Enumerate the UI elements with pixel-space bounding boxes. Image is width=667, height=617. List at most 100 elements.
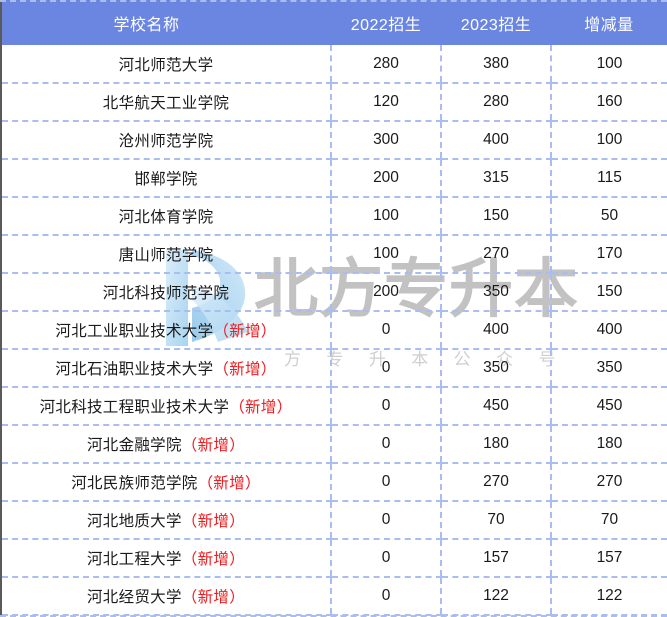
cell-2023-intake: 150	[440, 196, 551, 236]
table-row: 唐山师范学院 100 270 170	[1, 234, 667, 274]
cell-2022-intake: 200	[330, 158, 441, 198]
cell-school-name: 河北民族师范学院（新增）	[1, 462, 331, 502]
cell-2022-intake: 0	[330, 386, 441, 426]
cell-2022-intake: 0	[330, 310, 441, 350]
table-body: 河北师范大学 280 380 100 北华航天工业学院 120 280 160 沧州师范学院 30…	[1, 45, 667, 616]
cell-2022-intake: 120	[330, 82, 441, 122]
cell-2022-intake: 0	[330, 500, 441, 540]
cell-2023-intake: 400	[440, 120, 551, 160]
cell-2023-intake: 350	[440, 272, 551, 312]
table-row: 河北石油职业技术大学（新增） 0 350 350	[1, 348, 667, 388]
cell-2023-intake: 122	[440, 576, 551, 616]
new-school-badge: （新增）	[213, 361, 277, 378]
school-name-text: 河北体育学院	[118, 209, 214, 226]
cell-change-amount: 100	[550, 120, 667, 160]
cell-2022-intake: 200	[330, 272, 441, 312]
cell-school-name: 河北工程大学（新增）	[1, 538, 331, 578]
cell-change-amount: 115	[550, 158, 667, 198]
table-head: 学校名称 2022招生 2023招生 增减量	[1, 0, 667, 45]
table-row: 北华航天工业学院 120 280 160	[1, 82, 667, 122]
column-header-2022-intake: 2022招生	[331, 0, 441, 45]
cell-change-amount: 270	[550, 462, 667, 502]
table-row: 河北体育学院 100 150 50	[1, 196, 667, 236]
column-header-2023-intake: 2023招生	[441, 0, 551, 45]
cell-school-name: 邯郸学院	[1, 158, 331, 198]
cell-2022-intake: 100	[330, 196, 441, 236]
cell-change-amount: 157	[550, 538, 667, 578]
school-name-text: 邯郸学院	[134, 171, 198, 188]
school-name-text: 河北石油职业技术大学	[55, 361, 214, 378]
cell-2023-intake: 157	[440, 538, 551, 578]
school-name-text: 河北金融学院	[86, 437, 182, 454]
column-header-school-name: 学校名称	[1, 0, 331, 45]
new-school-badge: （新增）	[181, 589, 245, 606]
school-name-text: 河北经贸大学	[86, 589, 182, 606]
cell-change-amount: 350	[550, 348, 667, 388]
cell-2023-intake: 450	[440, 386, 551, 426]
school-name-text: 河北科技师范学院	[102, 285, 230, 302]
table-row: 河北科技工程职业技术大学（新增） 0 450 450	[1, 386, 667, 426]
table-row: 河北工程大学（新增） 0 157 157	[1, 538, 667, 578]
cell-change-amount: 122	[550, 576, 667, 616]
column-header-change-amount: 增减量	[551, 0, 667, 45]
cell-school-name: 河北体育学院	[1, 196, 331, 236]
new-school-badge: （新增）	[229, 399, 293, 416]
cell-2023-intake: 400	[440, 310, 551, 350]
cell-2023-intake: 270	[440, 234, 551, 274]
cell-change-amount: 160	[550, 82, 667, 122]
cell-change-amount: 100	[550, 45, 667, 84]
cell-school-name: 河北工业职业技术大学（新增）	[1, 310, 331, 350]
cell-2022-intake: 0	[330, 424, 441, 464]
cell-change-amount: 400	[550, 310, 667, 350]
table-row: 河北地质大学（新增） 0 70 70	[1, 500, 667, 540]
cell-2022-intake: 300	[330, 120, 441, 160]
table-header-row: 学校名称 2022招生 2023招生 增减量	[1, 0, 667, 45]
cell-2022-intake: 0	[330, 538, 441, 578]
cell-school-name: 河北地质大学（新增）	[1, 500, 331, 540]
new-school-badge: （新增）	[181, 437, 245, 454]
cell-2023-intake: 180	[440, 424, 551, 464]
cell-school-name: 河北石油职业技术大学（新增）	[1, 348, 331, 388]
cell-2022-intake: 0	[330, 576, 441, 616]
cell-school-name: 唐山师范学院	[1, 234, 331, 274]
school-name-text: 沧州师范学院	[118, 133, 214, 150]
cell-school-name: 河北金融学院（新增）	[1, 424, 331, 464]
school-name-text: 河北工程大学	[86, 551, 182, 568]
cell-2023-intake: 280	[440, 82, 551, 122]
cell-2022-intake: 100	[330, 234, 441, 274]
table-bottom-rule	[0, 615, 667, 617]
school-name-text: 河北地质大学	[86, 513, 182, 530]
table-row: 河北金融学院（新增） 0 180 180	[1, 424, 667, 464]
new-school-badge: （新增）	[181, 551, 245, 568]
cell-school-name: 河北师范大学	[1, 45, 331, 84]
cell-change-amount: 450	[550, 386, 667, 426]
cell-change-amount: 180	[550, 424, 667, 464]
cell-school-name: 河北科技工程职业技术大学（新增）	[1, 386, 331, 426]
school-name-text: 河北工业职业技术大学	[55, 323, 214, 340]
cell-2022-intake: 280	[330, 45, 441, 84]
cell-2023-intake: 315	[440, 158, 551, 198]
table-row: 河北科技师范学院 200 350 150	[1, 272, 667, 312]
table-row: 河北民族师范学院（新增） 0 270 270	[1, 462, 667, 502]
school-name-text: 唐山师范学院	[118, 247, 214, 264]
table-top-rule	[0, 0, 667, 2]
cell-2023-intake: 350	[440, 348, 551, 388]
cell-2023-intake: 70	[440, 500, 551, 540]
new-school-badge: （新增）	[197, 475, 261, 492]
table-row: 河北经贸大学（新增） 0 122 122	[1, 576, 667, 616]
cell-school-name: 河北经贸大学（新增）	[1, 576, 331, 616]
table-row: 河北师范大学 280 380 100	[1, 45, 667, 84]
table-row: 沧州师范学院 300 400 100	[1, 120, 667, 160]
cell-2023-intake: 380	[440, 45, 551, 84]
cell-change-amount: 70	[550, 500, 667, 540]
cell-school-name: 沧州师范学院	[1, 120, 331, 160]
table-row: 河北工业职业技术大学（新增） 0 400 400	[1, 310, 667, 350]
cell-school-name: 北华航天工业学院	[1, 82, 331, 122]
cell-2022-intake: 0	[330, 462, 441, 502]
school-name-text: 河北民族师范学院	[71, 475, 198, 492]
cell-change-amount: 170	[550, 234, 667, 274]
school-name-text: 北华航天工业学院	[102, 95, 230, 112]
